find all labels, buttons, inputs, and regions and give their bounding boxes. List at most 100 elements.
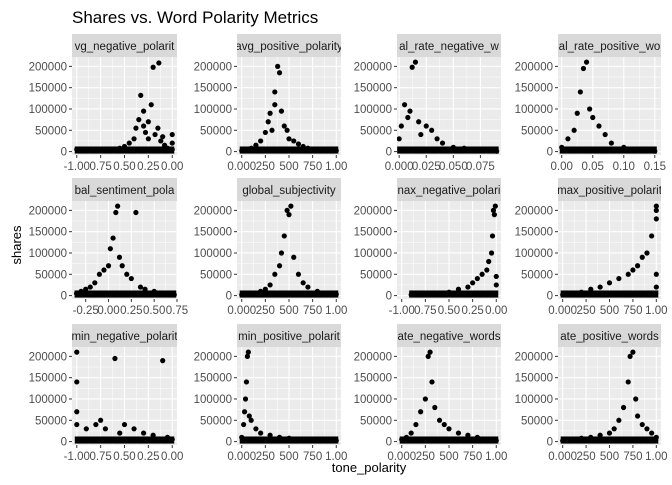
x-tick-label: 500 — [279, 305, 298, 317]
chart-title: Shares vs. Word Polarity Metrics — [72, 8, 318, 27]
data-point — [284, 127, 290, 133]
data-point — [83, 286, 89, 292]
data-point — [96, 271, 102, 277]
data-point — [493, 273, 499, 280]
facet-panel-max-negative-polarity: 0 50000 100000 150000 200000 -1.00 0.75 0.50 0.2… — [354, 178, 507, 317]
y-tick-label: 200000 — [515, 61, 553, 73]
data-point — [472, 146, 478, 153]
facet-strip — [237, 34, 341, 57]
data-point — [590, 114, 596, 121]
data-point — [115, 203, 121, 209]
facet-strip — [237, 324, 341, 347]
data-point — [616, 417, 622, 423]
facet-strip — [558, 178, 661, 201]
data-point — [243, 146, 250, 153]
data-point — [608, 140, 614, 146]
data-point — [241, 409, 248, 415]
data-point — [559, 144, 565, 150]
y-tick-label: 100000 — [194, 248, 232, 260]
x-tick-label: 0.000 — [548, 451, 577, 463]
y-tick-label: 150000 — [515, 227, 553, 239]
data-point — [124, 271, 130, 277]
data-point — [164, 434, 171, 440]
data-point — [652, 148, 658, 154]
data-point — [78, 288, 84, 294]
data-point — [630, 267, 636, 273]
x-tick-label: 0.000 — [227, 451, 256, 463]
data-point — [93, 421, 99, 428]
x-tick-label: 0.75 — [414, 305, 436, 317]
data-point — [246, 413, 252, 419]
data-point — [126, 140, 132, 146]
data-point — [160, 358, 166, 364]
x-tick-label: 0.000 — [227, 161, 256, 173]
y-tick-label: 50000 — [35, 125, 67, 137]
data-point — [152, 131, 158, 138]
y-tick-label: 100000 — [29, 394, 67, 406]
x-tick-label: 0.000 — [385, 161, 414, 173]
data-point — [639, 421, 645, 428]
data-point — [92, 280, 98, 286]
data-point — [102, 148, 109, 154]
data-point — [305, 437, 311, 443]
data-point — [253, 142, 259, 148]
y-tick-label: 100000 — [354, 248, 392, 260]
y-tick-label: 150000 — [194, 227, 232, 239]
x-tick-label: 0.00 — [161, 161, 183, 173]
data-point — [156, 60, 162, 66]
facet-strip — [397, 324, 501, 347]
data-point — [300, 280, 306, 286]
data-point — [633, 146, 639, 153]
facet-strip-label: vg_negative_polarit — [75, 41, 176, 53]
data-point — [87, 284, 93, 290]
y-tick-label: 100000 — [29, 248, 67, 260]
x-tick-label: 1.00 — [325, 451, 347, 463]
data-point — [74, 379, 80, 385]
data-point — [112, 146, 118, 152]
data-point — [644, 426, 650, 432]
data-point — [295, 141, 302, 147]
data-point — [489, 233, 496, 239]
x-tick-label: 0.25 — [461, 305, 483, 317]
y-tick-label: 100000 — [515, 104, 553, 116]
dense-point-band — [559, 146, 657, 154]
y-tick-label: 50000 — [521, 415, 553, 427]
y-tick-label: 50000 — [360, 269, 392, 281]
data-point — [596, 123, 602, 129]
y-tick-label: 150000 — [515, 83, 553, 95]
y-tick-label: 150000 — [194, 83, 232, 95]
data-point — [245, 349, 251, 355]
x-tick-label: 0.25 — [137, 161, 159, 173]
data-point — [258, 430, 264, 436]
x-tick-label: -1.00 — [64, 451, 90, 463]
data-point — [486, 258, 492, 265]
x-tick-label: 1.00 — [325, 161, 347, 173]
y-tick-label: 150000 — [29, 373, 67, 385]
data-point — [620, 404, 627, 411]
facet-strip — [558, 324, 661, 347]
data-point — [133, 125, 139, 131]
data-point — [470, 280, 476, 286]
data-point — [490, 207, 497, 213]
data-point — [262, 129, 268, 136]
x-tick-label: 0.50 — [113, 451, 135, 463]
data-point — [164, 145, 171, 151]
data-point — [397, 136, 402, 142]
data-point — [494, 148, 500, 154]
data-point — [653, 271, 659, 277]
data-point — [634, 263, 641, 269]
data-point — [611, 426, 617, 432]
data-point — [493, 282, 499, 288]
data-point — [265, 119, 271, 125]
data-point — [574, 110, 580, 116]
data-point — [158, 138, 164, 144]
y-tick-label: 100000 — [354, 104, 392, 116]
x-tick-label: 500 — [439, 451, 458, 463]
facet-strip-label: bal_sentiment_pola — [75, 185, 175, 197]
data-point — [140, 123, 147, 129]
data-point — [258, 138, 264, 144]
y-tick-label: 150000 — [354, 83, 392, 95]
data-point — [653, 284, 659, 290]
data-point — [479, 271, 485, 277]
data-point — [434, 136, 440, 142]
